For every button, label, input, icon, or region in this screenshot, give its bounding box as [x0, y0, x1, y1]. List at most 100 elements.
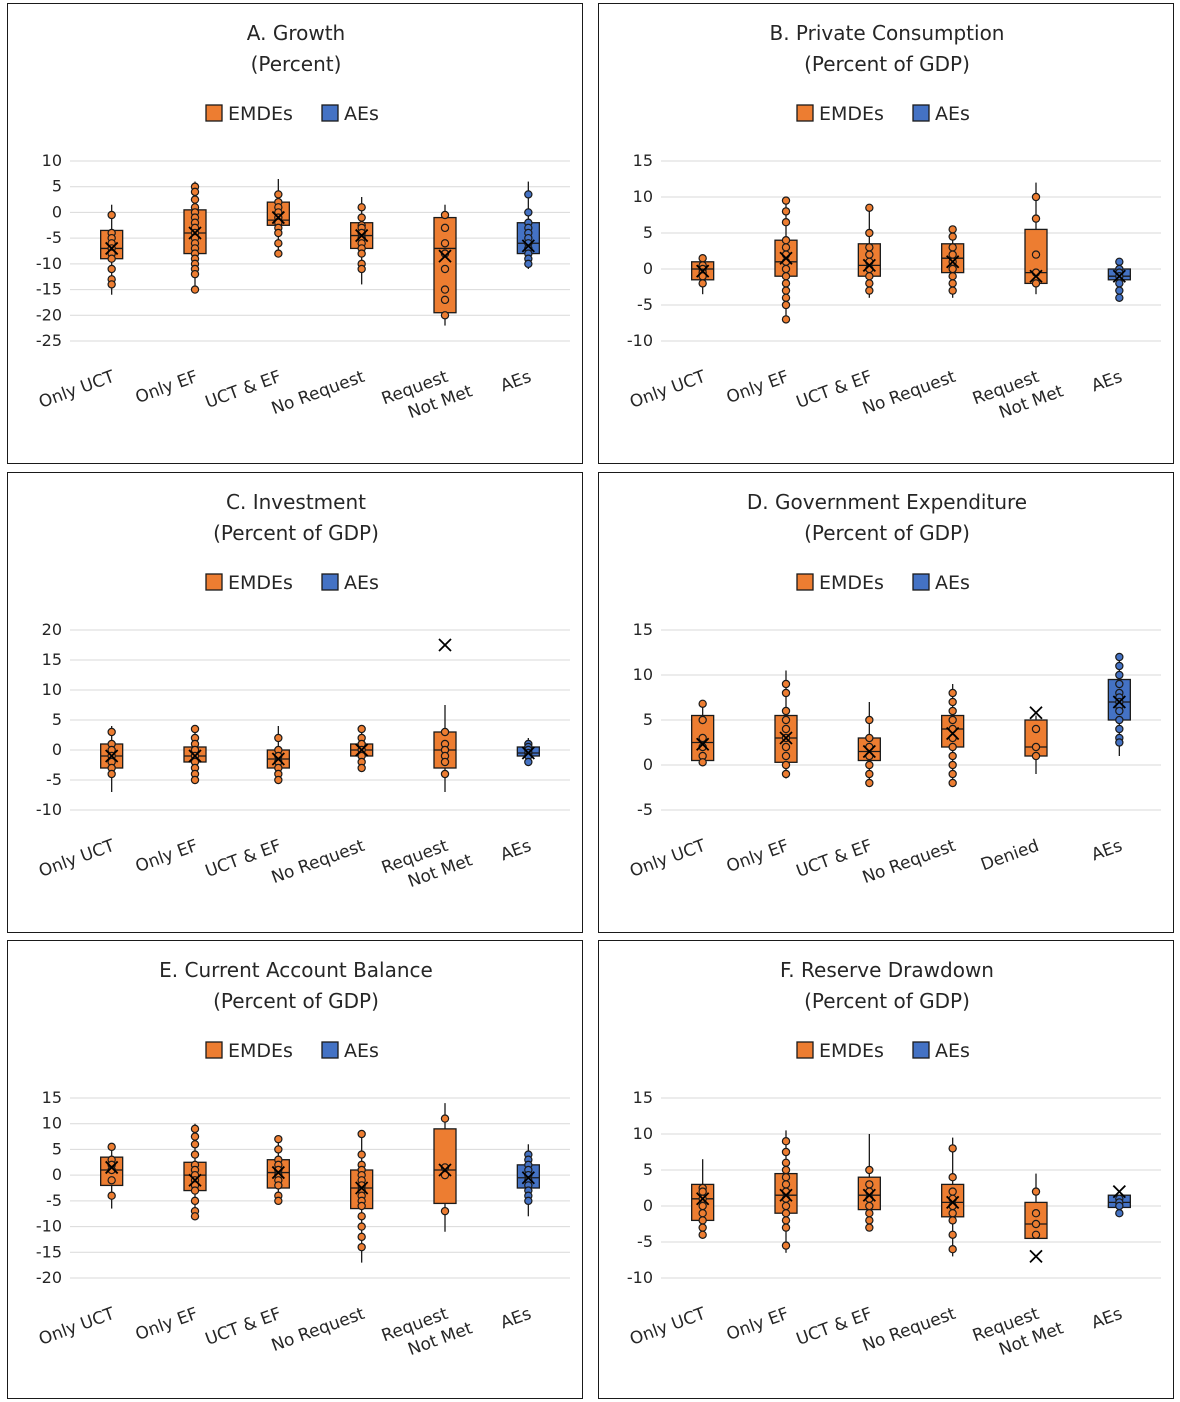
data-point [698, 1223, 707, 1232]
data-point [948, 751, 957, 761]
category-label-line: Only EF [133, 836, 201, 877]
y-tick-label: 10 [42, 1114, 62, 1133]
data-point [781, 1136, 791, 1146]
data-point [865, 1216, 874, 1225]
data-point [865, 286, 874, 295]
box-5 [1107, 652, 1131, 756]
category-label-line: Only UCT [627, 1304, 709, 1350]
data-point [357, 1129, 366, 1139]
category-label: AEs [1089, 836, 1125, 866]
category-label-line: AEs [498, 1304, 534, 1334]
mean-marker [946, 726, 960, 741]
data-point [524, 757, 533, 767]
data-point [357, 203, 366, 212]
mean-marker [946, 1195, 960, 1210]
mean-marker [696, 264, 710, 278]
data-point [781, 272, 791, 281]
box-5 [1107, 257, 1131, 302]
legend-label-emdes: EMDEs [228, 1040, 293, 1062]
mean-marker [1029, 1249, 1043, 1264]
data-point [781, 196, 791, 205]
legend-swatch-emdes [796, 573, 814, 591]
data-point [948, 243, 957, 252]
y-tick-label: -10 [36, 1217, 62, 1236]
mean-marker [105, 749, 119, 763]
mean-marker [862, 258, 876, 273]
legend: EMDEs AEs [205, 572, 379, 594]
data-point [107, 210, 116, 220]
data-point [440, 727, 450, 737]
data-point [781, 715, 791, 725]
box-4 [1024, 706, 1048, 774]
box-0 [691, 1159, 715, 1239]
data-point [357, 1150, 366, 1159]
y-tick-label: -15 [36, 1242, 62, 1261]
box-2 [266, 726, 290, 785]
category-label: Only EF [724, 367, 792, 408]
category-label: Only EF [133, 1304, 201, 1345]
chart-title: E. Current Account Balance [159, 958, 433, 982]
data-point [948, 688, 957, 698]
category-label: Only UCT [627, 836, 709, 882]
category-label-line: Only EF [724, 836, 792, 877]
panel-growth: A. Growth (Percent) EMDEs AEs 10 5 0 -5 -10 -15 -2… [7, 3, 583, 464]
mean-marker [521, 1171, 535, 1185]
data-point [440, 285, 450, 294]
y-tick-label: 0 [52, 1165, 62, 1184]
data-point [948, 769, 957, 779]
legend: EMDEs AEs [796, 572, 970, 594]
box-2 [266, 1134, 290, 1206]
data-point [357, 763, 366, 773]
data-point [1115, 293, 1124, 302]
mean-marker [1029, 706, 1043, 720]
legend-swatch-aes [912, 104, 930, 122]
chart-subtitle: (Percent of GDP) [213, 521, 379, 545]
category-label: Only EF [133, 836, 201, 877]
data-point [1115, 724, 1124, 734]
mean-marker [188, 226, 202, 240]
data-point [781, 293, 791, 302]
data-point [948, 1245, 957, 1254]
data-point [781, 1165, 791, 1175]
y-tick-label: -5 [637, 1232, 653, 1251]
category-label: AEs [1089, 1304, 1125, 1334]
data-point [357, 1242, 366, 1252]
data-point [1115, 738, 1124, 747]
data-point [865, 715, 874, 725]
category-label-line: Only UCT [627, 836, 709, 882]
y-tick-label: 0 [643, 1196, 653, 1215]
data-point [357, 264, 366, 274]
data-point [865, 228, 874, 238]
data-point [781, 279, 791, 288]
data-point [781, 688, 791, 698]
category-label-line: AEs [1089, 836, 1125, 866]
mean-marker [1112, 269, 1126, 283]
data-point [698, 699, 707, 708]
category-label-line: Only EF [724, 1304, 792, 1345]
legend: EMDEs AEs [796, 1040, 970, 1062]
data-point [524, 1196, 533, 1206]
y-tick-label: -5 [46, 770, 62, 789]
legend-label-aes: AEs [344, 1040, 379, 1062]
data-point [274, 1196, 283, 1206]
data-point [440, 311, 450, 320]
data-point [698, 758, 707, 767]
category-label: AEs [498, 1304, 534, 1334]
data-point [357, 1222, 366, 1231]
y-tick-label: -10 [627, 1268, 653, 1287]
data-point [865, 272, 874, 281]
data-point [1031, 192, 1041, 202]
data-point [190, 1132, 200, 1141]
panel-investment: C. Investment (Percent of GDP) EMDEs AEs 20 1… [7, 472, 583, 933]
box-5 [1107, 1184, 1131, 1218]
data-point [781, 1216, 791, 1225]
category-label-line: AEs [498, 836, 534, 866]
box-4 [433, 204, 457, 326]
data-point [781, 264, 791, 274]
box-0 [691, 253, 715, 295]
legend-swatch-aes [321, 1041, 339, 1059]
data-point [1115, 286, 1124, 295]
panel-current-account-balance: E. Current Account Balance (Percent of GD… [7, 940, 583, 1399]
box-5 [516, 181, 540, 269]
